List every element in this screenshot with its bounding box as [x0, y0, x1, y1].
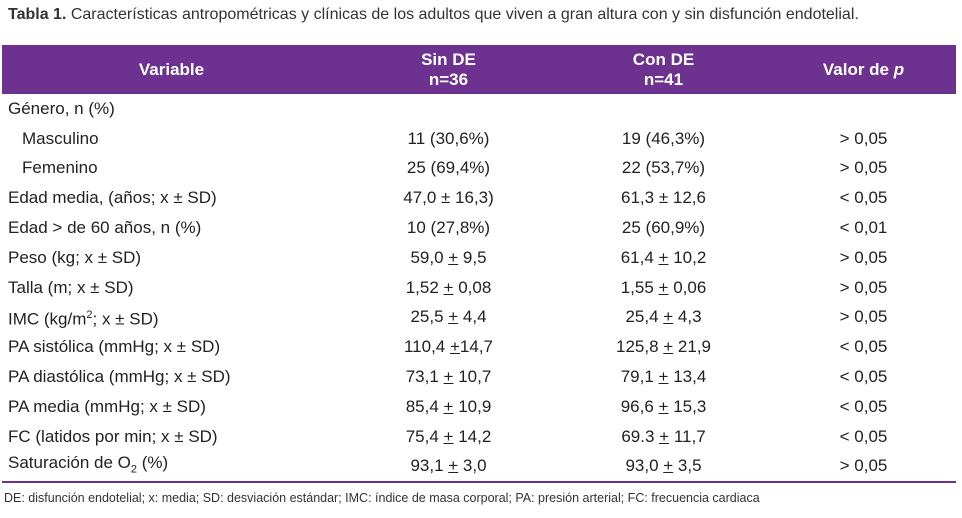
cell-variable: Edad > de 60 años, n (%) [8, 218, 202, 238]
cell-sin-de: 10 (27,8%) [406, 218, 491, 238]
cell-sin-de: 11 (30,6%) [407, 128, 490, 148]
table-row: FC (latidos por min; x ± SD) 75,4 + 14,2… [2, 422, 956, 452]
table-row: Género, n (%) [2, 94, 956, 124]
cell-variable: Masculino [22, 128, 99, 148]
cell-variable: Talla (m; x ± SD) [8, 277, 134, 297]
cell-sin-de: 59,0 + 9,5 [410, 247, 487, 267]
cell-p-value: < 0,05 [839, 337, 888, 357]
cell-variable: IMC (kg/m2; x ± SD) [8, 309, 159, 329]
cell-variable: Peso (kg; x ± SD) [8, 247, 142, 267]
cell-p-value: < 0,05 [839, 396, 888, 416]
table-row: Edad media, (años; x ± SD) 47,0 ± 16,3) … [2, 183, 956, 213]
cell-sin-de: 25 (69,4%) [406, 158, 491, 178]
cell-con-de [556, 94, 771, 124]
table-row: Edad > de 60 años, n (%) 10 (27,8%) 25 (… [2, 213, 956, 243]
cell-con-de: 61,4 + 10,2 [620, 247, 707, 267]
cell-sin-de: 110,4 +14,7 [403, 337, 494, 357]
cell-con-de: 96,6 + 15,3 [620, 396, 707, 416]
cell-sin-de: 93,1 + 3,0 [341, 451, 556, 484]
cell-con-de: 69.3 + 11,7 [621, 426, 706, 446]
cell-con-de: 79,1 + 13,4 [620, 367, 707, 387]
cell-variable: Femenino [22, 158, 98, 178]
table-row: Femenino 25 (69,4%) 22 (53,7%) > 0,05 [2, 154, 956, 184]
cell-variable: Edad media, (años; x ± SD) [8, 188, 217, 208]
table-footnote: DE: disfunción endotelial; x: media; SD:… [4, 491, 760, 505]
cell-variable: FC (latidos por min; x ± SD) [8, 426, 218, 446]
header-sin-de-label: Sin DE [421, 49, 476, 69]
header-con-de: Con DE n=41 [556, 45, 771, 94]
table-row: Talla (m; x ± SD) 1,52 + 0,08 1,55 + 0,0… [2, 273, 956, 303]
cell-sin-de: 75,4 + 14,2 [405, 426, 492, 446]
cell-con-de: 19 (46,3%) [621, 128, 706, 148]
cell-p-value: < 0,01 [839, 218, 888, 238]
header-row: Variable Sin DE n=36 Con DE n=41 Valor d… [2, 45, 956, 94]
table-row: IMC (kg/m2; x ± SD) 25,5 + 4,4 25,4 + 4,… [2, 303, 956, 333]
table-row: PA media (mmHg; x ± SD) 85,4 + 10,9 96,6… [2, 392, 956, 422]
cell-variable: PA media (mmHg; x ± SD) [8, 396, 206, 416]
cell-sin-de: 85,4 + 10,9 [405, 396, 492, 416]
caption-text: Características antropométricas y clínic… [70, 6, 859, 23]
cell-variable: PA sistólica (mmHg; x ± SD) [8, 337, 221, 357]
header-p-italic: p [893, 59, 905, 79]
table-row: PA sistólica (mmHg; x ± SD) 110,4 +14,7 … [2, 332, 956, 362]
cell-sin-de: 1,52 + 0,08 [405, 277, 492, 297]
cell-p-value: > 0,05 [839, 247, 888, 267]
cell-con-de: 1,55 + 0,06 [620, 277, 707, 297]
cell-sin-de: 47,0 ± 16,3) [403, 188, 494, 208]
cell-p-value [771, 94, 956, 124]
cell-con-de: 93,0 + 3,5 [556, 451, 771, 484]
cell-con-de: 22 (53,7%) [621, 158, 706, 178]
cell-sin-de: 73,1 + 10,7 [405, 367, 492, 387]
header-variable: Variable [138, 59, 205, 79]
cell-p-value: > 0,05 [839, 128, 888, 148]
caption-label: Tabla 1. [8, 6, 67, 23]
cell-variable: Género, n (%) [8, 98, 115, 118]
cell-p-value: < 0,05 [839, 188, 888, 208]
cell-variable: PA diastólica (mmHg; x ± SD) [8, 367, 231, 387]
data-table: Variable Sin DE n=36 Con DE n=41 Valor d… [2, 45, 956, 484]
header-con-de-n: n=41 [643, 69, 684, 89]
table-row: Peso (kg; x ± SD) 59,0 + 9,5 61,4 + 10,2… [2, 243, 956, 273]
cell-con-de: 125,8 + 21,9 [615, 337, 711, 357]
cell-con-de: 25 (60,9%) [621, 218, 706, 238]
header-p-prefix: Valor de [822, 59, 894, 79]
cell-p-value: < 0,05 [839, 367, 888, 387]
cell-p-value: > 0,05 [839, 158, 888, 178]
cell-sin-de: 25,5 + 4,4 [410, 307, 487, 327]
header-sin-de: Sin DE n=36 [341, 45, 556, 94]
cell-p-value: > 0,05 [839, 277, 888, 297]
table-row: Saturación de O2 (%) 93,1 + 3,0 93,0 + 3… [2, 451, 956, 484]
cell-p-value: > 0,05 [839, 307, 888, 327]
header-con-de-label: Con DE [632, 49, 695, 69]
table-row: Masculino 11 (30,6%) 19 (46,3%) > 0,05 [2, 124, 956, 154]
cell-p-value: > 0,05 [771, 451, 956, 484]
header-p-value: Valor de p [771, 45, 956, 94]
cell-p-value: < 0,05 [839, 426, 888, 446]
cell-variable: Saturación de O2 (%) [2, 451, 341, 484]
table-caption: Tabla 1. Características antropométricas… [8, 6, 859, 24]
table-row: PA diastólica (mmHg; x ± SD) 73,1 + 10,7… [2, 362, 956, 392]
header-sin-de-n: n=36 [428, 69, 469, 89]
cell-con-de: 61,3 ± 12,6 [621, 188, 706, 208]
cell-con-de: 25,4 + 4,3 [625, 307, 702, 327]
cell-sin-de [341, 94, 556, 124]
